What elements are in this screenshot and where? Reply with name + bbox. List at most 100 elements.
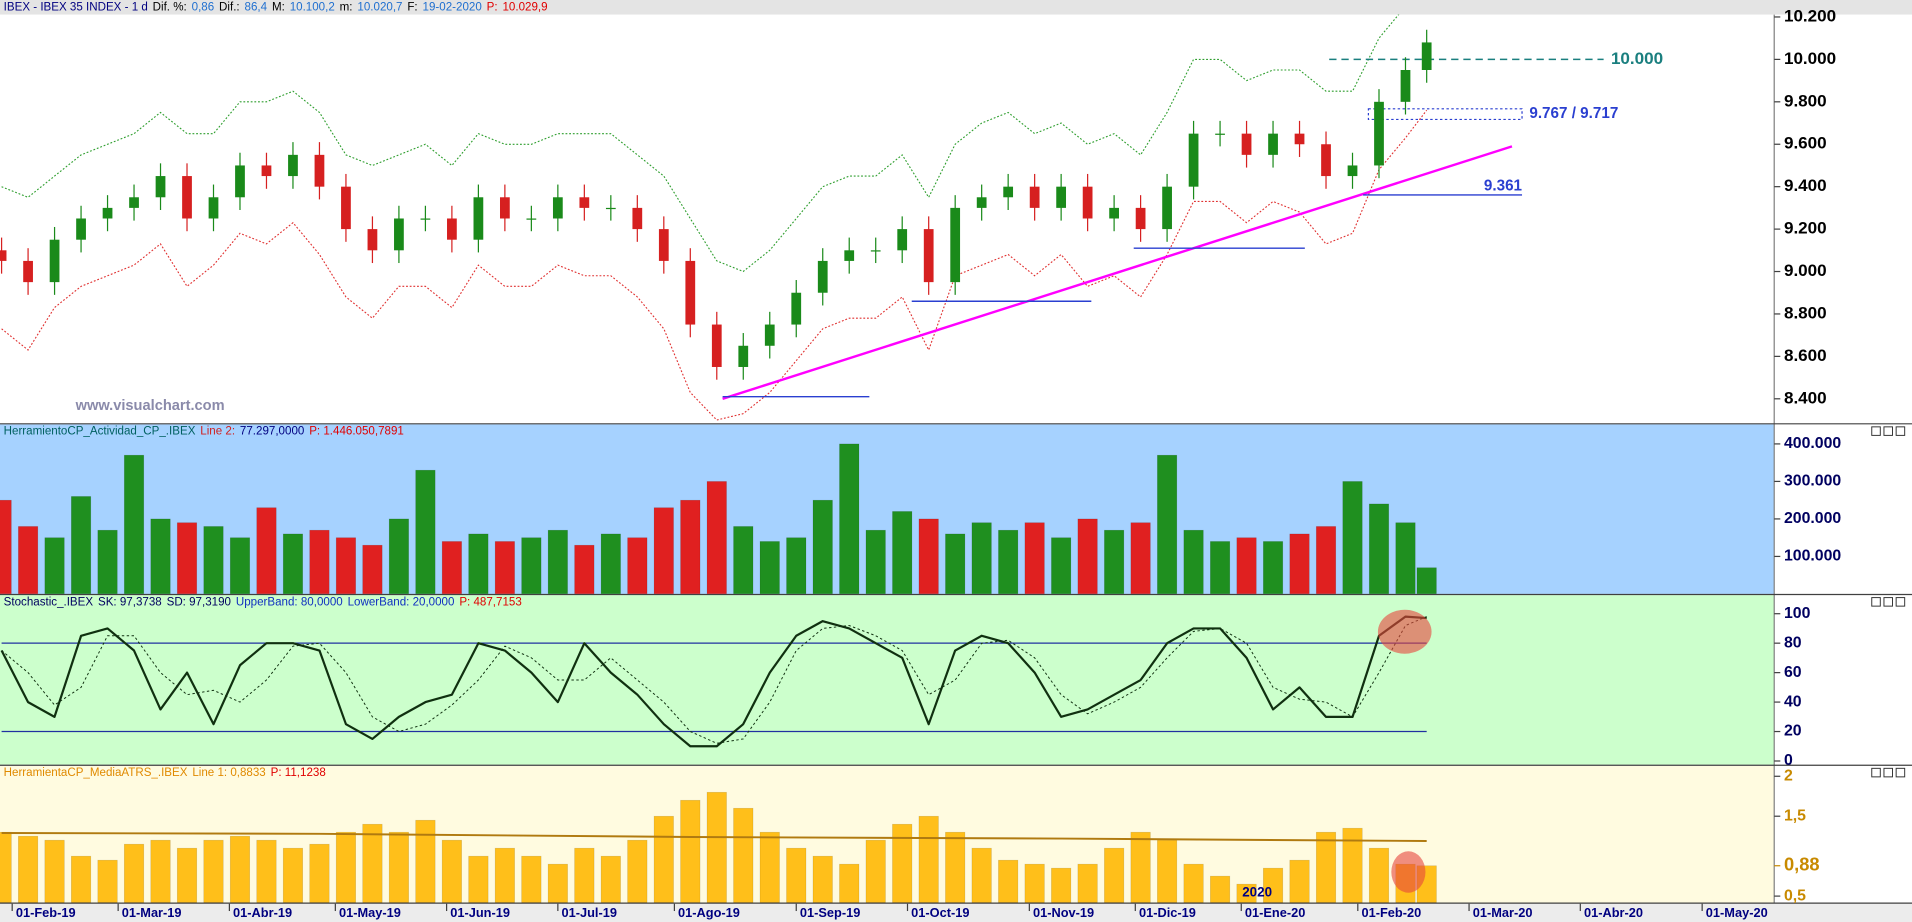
bar xyxy=(521,537,542,594)
bar xyxy=(653,815,674,903)
candle-body xyxy=(1421,42,1432,71)
candle-body xyxy=(711,324,722,367)
close-button[interactable] xyxy=(1895,597,1906,607)
average-line xyxy=(1,831,1427,842)
bar xyxy=(335,537,357,594)
bar xyxy=(521,855,542,903)
candle-body xyxy=(552,197,563,219)
minimize-button[interactable] xyxy=(1871,767,1881,778)
x-tick-label: 01-Sep-19 xyxy=(800,905,860,920)
y-tick-label: 60 xyxy=(1784,664,1802,681)
maximize-button[interactable] xyxy=(1883,597,1893,607)
minimize-button[interactable] xyxy=(1871,597,1881,607)
header-part: Dif.: xyxy=(219,1,240,13)
candle-body xyxy=(923,229,934,283)
bar xyxy=(203,526,224,594)
maximize-button[interactable] xyxy=(1883,767,1893,778)
close-button[interactable] xyxy=(1895,767,1906,778)
bar xyxy=(627,839,648,903)
bar xyxy=(547,863,568,903)
candle-body xyxy=(1162,186,1172,230)
current-value-label: 0,88 xyxy=(1784,854,1820,875)
candle-body xyxy=(897,229,908,251)
bar xyxy=(256,839,277,903)
candle-body xyxy=(764,324,775,346)
bar xyxy=(229,835,251,903)
maximize-button[interactable] xyxy=(1883,426,1893,436)
bar xyxy=(1130,831,1151,903)
bar xyxy=(812,855,833,903)
header-part: M: xyxy=(272,1,285,13)
candle-body xyxy=(1003,186,1014,198)
bar xyxy=(892,823,913,903)
panel-title-part: Stochastic_.IBEX xyxy=(4,597,94,609)
bar xyxy=(1104,529,1125,594)
panel-title-part: P: 1.446.050,7891 xyxy=(309,426,404,438)
series-line xyxy=(1,616,1427,744)
bar xyxy=(1157,839,1178,903)
panel-title: HerramientaCP_MediaATRS_.IBEX Line 1: 0,8… xyxy=(4,767,326,779)
bar xyxy=(468,533,489,594)
header-part: 86,4 xyxy=(245,1,268,13)
panel-title-part: SD: 97,3190 xyxy=(167,597,231,609)
candle-body xyxy=(49,239,60,283)
header-part: 10.020,7 xyxy=(357,1,402,13)
bar xyxy=(176,847,198,903)
candle-body xyxy=(605,207,616,210)
candle-body xyxy=(0,250,7,261)
bar xyxy=(918,815,939,903)
level-label: 9.361 xyxy=(1484,177,1523,194)
bar xyxy=(1077,863,1098,903)
y-tick-label: 2 xyxy=(1784,767,1793,784)
bar xyxy=(150,518,171,594)
header-part: 0,86 xyxy=(192,1,215,13)
minimize-button[interactable] xyxy=(1871,426,1881,436)
bar xyxy=(1289,533,1310,594)
candle-body xyxy=(1056,186,1067,208)
candle-body xyxy=(1321,144,1331,177)
x-tick-label: 01-Ene-20 xyxy=(1245,905,1305,920)
bar xyxy=(574,544,595,594)
x-tick-label: 01-Mar-19 xyxy=(122,905,182,920)
y-tick-label: 0 xyxy=(1784,752,1793,769)
candle-body xyxy=(1215,133,1225,135)
bar xyxy=(494,847,515,903)
candle-body xyxy=(685,260,696,325)
bar xyxy=(415,819,436,903)
candle-body xyxy=(314,154,325,187)
bar xyxy=(839,443,860,594)
header-text: IBEX - IBEX 35 INDEX - 1 d Dif. %: 0,86 Dif… xyxy=(4,1,548,13)
bar xyxy=(1051,537,1072,594)
bar xyxy=(282,847,304,903)
panel-title-part: Line 2: xyxy=(200,426,235,438)
bar xyxy=(1315,831,1337,903)
bar xyxy=(1210,875,1231,903)
bar xyxy=(865,529,886,594)
y-tick-label: 9.600 xyxy=(1784,134,1827,153)
y-tick-label: 300.000 xyxy=(1784,473,1841,490)
bar xyxy=(1183,529,1204,594)
bar xyxy=(971,847,992,903)
price-panel xyxy=(0,14,1775,424)
candle-body xyxy=(976,197,987,208)
bar xyxy=(1368,847,1390,903)
panel-plot xyxy=(0,443,1437,594)
header-part: 10.029,9 xyxy=(502,1,547,13)
bar xyxy=(441,839,462,903)
candle-body xyxy=(791,292,802,325)
window-buttons xyxy=(1871,426,1906,778)
y-tick-label: 40 xyxy=(1784,693,1802,710)
header-part: IBEX - IBEX 35 INDEX - 1 d xyxy=(4,1,148,13)
bar xyxy=(786,537,807,594)
bar xyxy=(123,454,145,594)
candle-body xyxy=(1268,133,1278,155)
x-axis-strip xyxy=(0,902,1912,922)
candle-body xyxy=(844,250,855,261)
candle-body xyxy=(1294,133,1305,145)
y-tick-label: 8.800 xyxy=(1784,303,1827,322)
close-button[interactable] xyxy=(1895,426,1906,436)
x-tick-label: 01-Ago-19 xyxy=(678,905,740,920)
header-part: 10.100,2 xyxy=(290,1,335,13)
candle-body xyxy=(420,218,431,220)
x-tick-label: 01-Jun-19 xyxy=(450,905,510,920)
